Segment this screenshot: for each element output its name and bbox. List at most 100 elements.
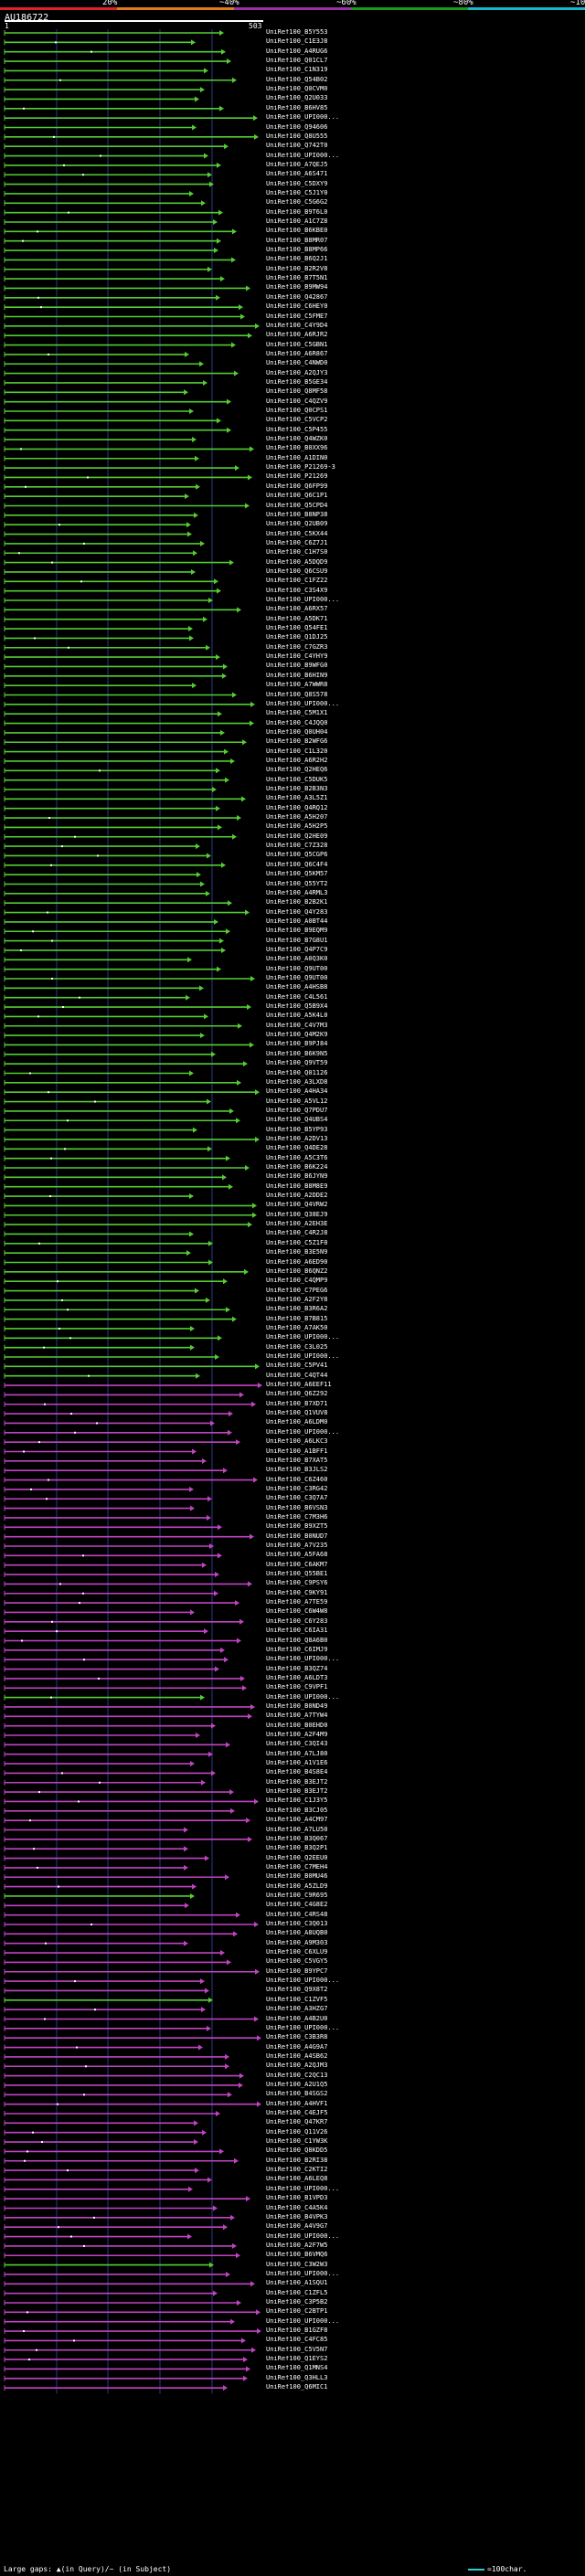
hit-row[interactable] — [4, 58, 231, 65]
hit-label[interactable]: UniRef100_Q4WZK0 — [266, 436, 328, 443]
hit-label[interactable]: UniRef100_C5Z1F0 — [266, 1239, 328, 1246]
hit-label[interactable]: UniRef100_C3RG42 — [266, 1485, 328, 1492]
hit-row[interactable] — [4, 2205, 218, 2211]
hit-label[interactable]: UniRef100_Q1EYS2 — [266, 2356, 328, 2363]
hit-row[interactable] — [4, 1600, 239, 1606]
hit-label[interactable]: UniRef100_A4SB62 — [266, 2052, 328, 2060]
hit-row[interactable] — [4, 568, 196, 575]
hit-label[interactable]: UniRef100_A4V9G7 — [266, 2223, 328, 2231]
hit-row[interactable] — [4, 2347, 256, 2353]
hit-row[interactable] — [4, 824, 222, 831]
hit-label[interactable]: UniRef100_C4QMP9 — [266, 1277, 328, 1285]
hit-row[interactable] — [4, 133, 259, 140]
hit-row[interactable] — [4, 1666, 219, 1672]
hit-label[interactable]: UniRef100_C3QI43 — [266, 1741, 328, 1748]
hit-row[interactable] — [4, 115, 258, 122]
hit-row[interactable] — [4, 248, 218, 254]
hit-row[interactable] — [4, 1013, 208, 1020]
hit-row[interactable] — [4, 2214, 235, 2221]
hit-row[interactable] — [4, 209, 223, 216]
hit-label[interactable]: UniRef100_A1DIN0 — [266, 454, 328, 461]
hit-row[interactable] — [4, 2120, 198, 2126]
hit-row[interactable] — [4, 1903, 189, 1909]
hit-label[interactable]: UniRef100_C4G8E2 — [266, 1902, 328, 1909]
hit-label[interactable]: UniRef100_B3QZ74 — [266, 1665, 328, 1672]
hit-label[interactable]: UniRef100_UPI000... — [266, 2270, 340, 2277]
hit-row[interactable] — [4, 1827, 188, 1833]
hit-row[interactable] — [4, 1798, 259, 1805]
hit-label[interactable]: UniRef100_Q54FE1 — [266, 625, 328, 632]
hit-row[interactable] — [4, 1968, 260, 1975]
hit-label[interactable]: UniRef100_B3R6A2 — [266, 1306, 328, 1313]
hit-label[interactable]: UniRef100_Q2EEU0 — [266, 1854, 328, 1861]
hit-label[interactable]: UniRef100_Q7PDU7 — [266, 1107, 328, 1114]
hit-label[interactable]: UniRef100_C4FC85 — [266, 2337, 328, 2344]
hit-label[interactable]: UniRef100_B3Q067 — [266, 1835, 328, 1842]
hit-label[interactable]: UniRef100_C7M3H6 — [266, 1513, 328, 1521]
hit-label[interactable]: UniRef100_B9WFG0 — [266, 663, 328, 670]
hit-row[interactable] — [4, 957, 192, 963]
hit-label[interactable]: UniRef100_A1SQU1 — [266, 2280, 328, 2287]
hit-label[interactable]: UniRef100_P21269 — [266, 473, 328, 481]
hit-row[interactable] — [4, 1751, 213, 1757]
hit-label[interactable]: UniRef100_C1E3J8 — [266, 38, 328, 46]
hit-row[interactable] — [4, 190, 194, 196]
hit-label[interactable]: UniRef100_Q6CSU9 — [266, 567, 328, 575]
hit-row[interactable] — [4, 1988, 209, 1994]
hit-label[interactable]: UniRef100_C4QT44 — [266, 1372, 328, 1379]
hit-row[interactable] — [4, 87, 205, 93]
hit-row[interactable] — [4, 2233, 192, 2240]
hit-row[interactable] — [4, 862, 226, 868]
hit-row[interactable] — [4, 531, 192, 537]
hit-row[interactable] — [4, 654, 220, 661]
hit-label[interactable]: UniRef100_C7GZR3 — [266, 643, 328, 651]
hit-label[interactable]: UniRef100_A1BFF1 — [266, 1447, 328, 1455]
hit-label[interactable]: UniRef100_Q0CPS1 — [266, 408, 328, 414]
hit-label[interactable]: UniRef100_A8UQB0 — [266, 1930, 328, 1937]
hit-label[interactable]: UniRef100_A4CM97 — [266, 1817, 328, 1824]
hit-row[interactable] — [4, 1713, 252, 1720]
hit-label[interactable]: UniRef100_A6R2H2 — [266, 757, 328, 764]
hit-label[interactable]: UniRef100_Q8S578 — [266, 691, 328, 698]
hit-row[interactable] — [4, 2053, 229, 2060]
hit-label[interactable]: UniRef100_B8MR07 — [266, 237, 328, 244]
hit-label[interactable]: UniRef100_C5G6G2 — [266, 199, 328, 207]
hit-label[interactable]: UniRef100_A3L5Z1 — [266, 795, 328, 802]
hit-label[interactable]: UniRef100_C1ZFL5 — [266, 2289, 328, 2296]
hit-label[interactable]: UniRef100_C4L561 — [266, 993, 328, 1001]
hit-row[interactable] — [4, 796, 246, 802]
hit-row[interactable] — [4, 1288, 199, 1294]
hit-row[interactable] — [4, 105, 224, 111]
hit-label[interactable]: UniRef100_B3CJ05 — [266, 1807, 328, 1814]
hit-row[interactable] — [4, 2300, 241, 2306]
hit-label[interactable]: UniRef100_A6R867 — [266, 350, 328, 357]
hit-label[interactable]: UniRef100_A6S471 — [266, 171, 328, 178]
hit-row[interactable] — [4, 1572, 219, 1578]
hit-row[interactable] — [4, 39, 196, 46]
hit-row[interactable] — [4, 1183, 233, 1190]
hit-label[interactable]: UniRef100_C5KX44 — [266, 530, 328, 537]
hit-label[interactable]: UniRef100_C4V7M3 — [266, 1022, 328, 1029]
hit-row[interactable] — [4, 1448, 197, 1455]
hit-label[interactable]: UniRef100_C1J3Y5 — [266, 1797, 328, 1805]
hit-row[interactable] — [4, 1429, 232, 1436]
hit-row[interactable] — [4, 1562, 207, 1568]
hit-label[interactable]: UniRef100_C5DUK5 — [266, 776, 328, 783]
hit-row[interactable] — [4, 1950, 225, 1956]
hit-row[interactable] — [4, 294, 220, 301]
hit-row[interactable] — [4, 257, 236, 263]
hit-row[interactable] — [4, 1392, 244, 1398]
hit-label[interactable]: UniRef100_Q8U555 — [266, 133, 328, 140]
hit-label[interactable]: UniRef100_A4G9A7 — [266, 2043, 328, 2051]
hit-row[interactable] — [4, 787, 217, 792]
hit-label[interactable]: UniRef100_Q54B02 — [266, 76, 328, 83]
hit-row[interactable] — [4, 1212, 257, 1218]
hit-label[interactable]: UniRef100_B8MP66 — [266, 247, 328, 254]
hit-label[interactable]: UniRef100_Q5KM57 — [266, 871, 328, 878]
hit-row[interactable] — [4, 777, 229, 783]
hit-row[interactable] — [4, 1222, 252, 1228]
hit-row[interactable] — [4, 1231, 194, 1237]
hit-label[interactable]: UniRef100_B0EHD0 — [266, 1722, 328, 1729]
hit-label[interactable]: UniRef100_C5DXY9 — [266, 180, 328, 187]
hit-row[interactable] — [4, 1922, 259, 1927]
